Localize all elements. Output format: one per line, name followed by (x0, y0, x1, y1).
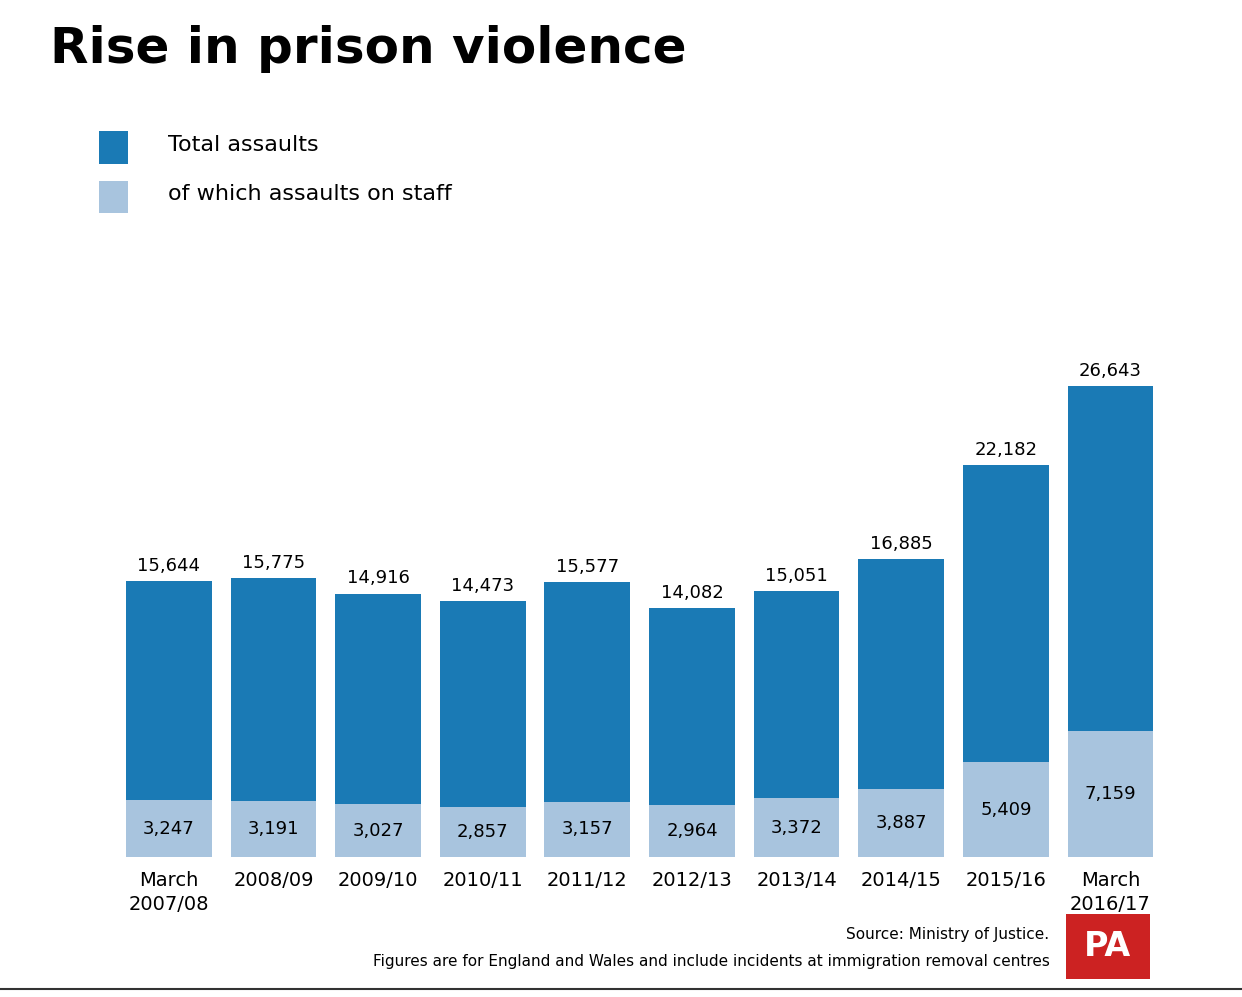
Bar (858, 789, 944, 857)
Bar (335, 593, 421, 857)
Text: 7,159: 7,159 (1084, 785, 1136, 804)
Text: 2,857: 2,857 (457, 824, 508, 841)
Text: 15,577: 15,577 (555, 557, 619, 575)
Bar (963, 762, 1048, 857)
Bar (858, 558, 944, 857)
Bar (231, 578, 317, 857)
Text: PA: PA (1084, 930, 1131, 963)
Bar (650, 608, 735, 857)
Bar (1068, 386, 1154, 857)
Bar (125, 800, 211, 857)
Text: Figures are for England and Wales and include incidents at immigration removal c: Figures are for England and Wales and in… (373, 954, 1049, 969)
Text: 14,082: 14,082 (661, 584, 723, 602)
Text: 14,473: 14,473 (451, 577, 514, 595)
Bar (440, 807, 525, 857)
Bar (544, 582, 630, 857)
Text: 3,191: 3,191 (247, 821, 299, 838)
Text: 3,247: 3,247 (143, 820, 195, 837)
Text: 2,964: 2,964 (666, 823, 718, 840)
Bar (335, 804, 421, 857)
Text: 3,027: 3,027 (353, 822, 404, 839)
Text: of which assaults on staff: of which assaults on staff (168, 184, 451, 204)
Bar (1068, 731, 1154, 857)
Text: 14,916: 14,916 (347, 569, 410, 587)
Bar (754, 798, 840, 857)
Bar (544, 802, 630, 857)
Text: 26,643: 26,643 (1079, 362, 1141, 380)
Text: 15,051: 15,051 (765, 567, 828, 585)
Text: 15,775: 15,775 (242, 554, 306, 572)
Bar (963, 465, 1048, 857)
Bar (125, 580, 211, 857)
Text: 3,157: 3,157 (561, 821, 614, 838)
Text: 22,182: 22,182 (974, 441, 1037, 459)
Text: 16,885: 16,885 (869, 534, 933, 552)
Bar (440, 601, 525, 857)
Bar (231, 801, 317, 857)
Bar (650, 805, 735, 857)
Text: Rise in prison violence: Rise in prison violence (50, 25, 686, 73)
Bar (754, 591, 840, 857)
Text: 15,644: 15,644 (138, 556, 200, 574)
Text: Source: Ministry of Justice.: Source: Ministry of Justice. (846, 927, 1049, 942)
Text: 3,372: 3,372 (771, 819, 822, 836)
Text: 3,887: 3,887 (876, 814, 927, 832)
Text: 5,409: 5,409 (980, 801, 1032, 819)
Text: Total assaults: Total assaults (168, 135, 318, 155)
